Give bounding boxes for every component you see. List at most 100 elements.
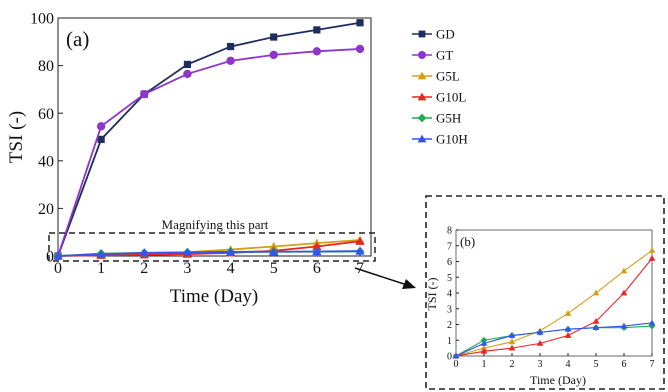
- panel-b: (b) TSI (-) Time (Day) 0 1 2 3 4 5 6 7 0 1 2 3 4 5 6 7 8: [425, 195, 665, 390]
- panel-a-series-g10l-point: [355, 236, 365, 245]
- panel-b-series-g10l-point: [536, 340, 544, 346]
- panel-a-series-g10h-point: [182, 247, 193, 257]
- panel-a-y-tick-label: 20: [38, 201, 54, 218]
- panel-b-series-g10h-point: [536, 328, 544, 335]
- panel-a-label: (a): [66, 27, 89, 51]
- panel-b-ticks: 0 1 2 3 4 5 6 7 0 1 2 3 4 5 6 7 8: [447, 226, 655, 371]
- panel-b-x-tick-label: 5: [594, 359, 599, 370]
- panel-a-series-gt-point: [96, 122, 106, 131]
- panel-a-series-g10h-point: [269, 247, 279, 256]
- magnify-arrow-line: [354, 267, 405, 285]
- panel-a-y-tick-label: 60: [38, 106, 54, 123]
- panel-b-series-g10l-point: [620, 289, 628, 296]
- legend-g5h-label: G5H: [436, 111, 461, 126]
- panel-b-series-g10h-line: [455, 322, 653, 357]
- magnify-arrow-head: [402, 279, 416, 289]
- panel-a-series-gd-line: [57, 21, 361, 257]
- legend-g10h-label: G10H: [436, 132, 468, 147]
- panel-b-series-g5l-point: [648, 247, 656, 253]
- panel-a-series-gd-point: [270, 33, 278, 41]
- panel-a-series-gt-line: [57, 48, 361, 257]
- panel-b-y-tick-label: 2: [447, 320, 452, 331]
- panel-a-series-g5l-point: [269, 241, 279, 251]
- legend-g5l-label: G5L: [436, 69, 460, 84]
- panel-a-series-gd-point: [313, 26, 321, 34]
- panel-a-x-tick-label: 7: [356, 260, 364, 277]
- panel-a-x-tick-label: 6: [313, 260, 321, 277]
- panel-a-series-gd-point: [356, 19, 364, 27]
- panel-a-x-tick-label: 4: [227, 260, 235, 277]
- panel-b-series-g10h-point: [592, 324, 600, 331]
- panel-a-series-g10l-line: [57, 240, 361, 257]
- panel-b-x-tick-label: 6: [622, 359, 627, 370]
- panel-b-y-tick-label: 8: [447, 226, 452, 237]
- legend-gd-marker: [418, 30, 426, 38]
- legend-g10h-marker: [417, 134, 427, 143]
- panel-b-y-axis-title: TSI (-): [425, 278, 439, 311]
- panel-a-series-g10h-point: [53, 251, 63, 260]
- panel-b-series-g5l-point: [508, 338, 516, 345]
- panel-a-y-axis-title: TSI (-): [6, 111, 27, 163]
- panel-a-x-tick-label: 0: [54, 260, 62, 277]
- legend-gt-marker: [418, 51, 426, 59]
- panel-b-series-g10l-point: [480, 347, 488, 354]
- legend-g10l-label: G10L: [436, 90, 466, 105]
- panel-a-series-g10h-point: [312, 246, 322, 256]
- panel-b-y-tick-label: 5: [447, 273, 452, 284]
- panel-b-series-g10h-point: [648, 319, 656, 326]
- panel-a-series-gt-point: [355, 44, 365, 54]
- panel-a-series-g10h-point: [96, 249, 106, 258]
- panel-b-x-tick-label: 0: [454, 359, 459, 370]
- panel-b-x-tick-label: 2: [510, 359, 515, 370]
- panel-a-x-tick-label: 1: [97, 260, 105, 277]
- panel-b-series-g5l-point: [592, 289, 600, 296]
- panel-b-series-g5l-point: [564, 310, 572, 316]
- panel-b-y-tick-label: 0: [447, 352, 452, 363]
- panel-a-series-gt-point: [226, 56, 235, 66]
- panel-b-series-g10l-point: [648, 254, 656, 261]
- panel-a-y-tick-label: 100: [30, 11, 54, 28]
- panel-a: (a) TSI (-) Time (Day) 0 1 2 3 4 5 6 7 0 20 40 60 80…: [6, 11, 416, 307]
- panel-b-series-g10l-point: [564, 332, 572, 338]
- panel-b-series-g10h-point: [620, 322, 628, 329]
- panel-a-series-g10l-point: [312, 241, 322, 251]
- panel-b-y-tick-label: 4: [447, 289, 452, 300]
- panel-a-y-tick-label: 40: [38, 153, 54, 170]
- panel-b-y-tick-label: 7: [447, 241, 452, 252]
- panel-b-label: (b): [460, 234, 475, 249]
- panel-b-series-g5l-point: [620, 267, 628, 274]
- panel-a-y-tick-label: 80: [38, 58, 54, 75]
- panel-b-series-g10l-point: [592, 317, 600, 324]
- panel-a-plot-frame: [57, 17, 372, 257]
- panel-a-x-tick-label: 2: [140, 260, 148, 277]
- panel-a-series-g10h-point: [355, 246, 365, 255]
- panel-a-series-gt-point: [269, 50, 278, 60]
- panel-b-series-g10l-line: [455, 258, 653, 357]
- panel-b-x-axis-title: Time (Day): [530, 373, 586, 387]
- panel-b-x-tick-label: 1: [482, 359, 487, 370]
- panel-b-series: [452, 247, 656, 360]
- panel-a-series-g10h-point: [225, 247, 236, 256]
- panel-a-series-gt-point: [140, 89, 149, 99]
- legend-g5h-marker: [417, 113, 427, 123]
- legend-g5l-marker: [417, 71, 427, 80]
- panel-a-series-gd-point: [97, 135, 105, 143]
- panel-a-series-gt-point: [312, 47, 322, 56]
- panel-b-x-tick-label: 4: [566, 359, 571, 370]
- panel-a-series-gd-point: [183, 60, 192, 69]
- panel-b-series-g10l-point: [508, 344, 516, 351]
- panel-a-y-tick-label: 0: [46, 249, 54, 266]
- inset-dashed-border: [425, 195, 665, 390]
- panel-a-x-tick-label: 5: [270, 260, 278, 277]
- legend-gt-label: GT: [436, 48, 453, 63]
- panel-b-y-tick-label: 3: [447, 304, 452, 315]
- panel-b-series-g10h-point: [480, 340, 488, 346]
- panel-b-series-g10h-point: [564, 325, 572, 332]
- panel-b-x-tick-label: 3: [538, 359, 543, 370]
- magnify-annotation: Magnifying this part: [162, 217, 269, 232]
- panel-b-y-tick-label: 6: [447, 257, 452, 268]
- panel-b-y-tick-label: 1: [447, 336, 452, 347]
- panel-a-series-g10h-line: [57, 250, 361, 257]
- panel-b-series-g5l-point: [480, 344, 488, 351]
